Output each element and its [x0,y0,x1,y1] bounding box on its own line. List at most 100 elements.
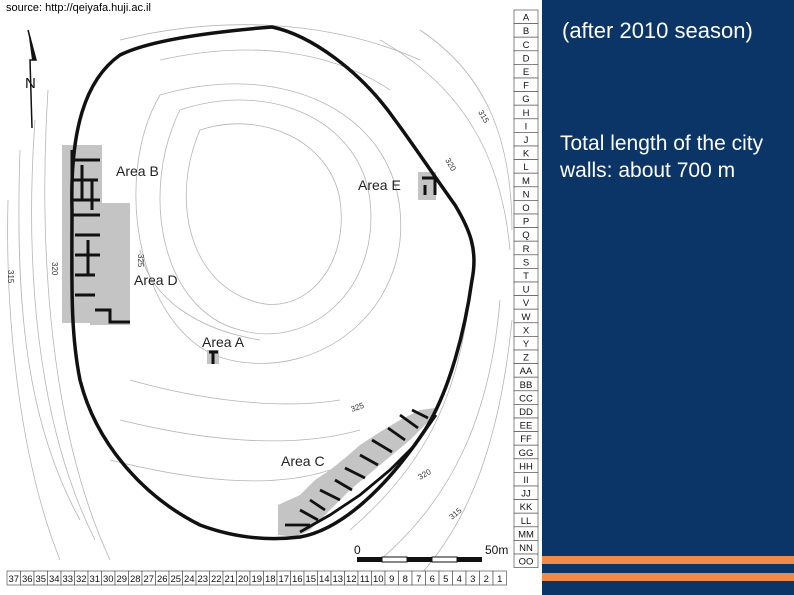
grid-number-label: 17 [278,574,289,585]
grid-letter-label: HH [519,461,533,472]
grid-letter-label: D [523,53,530,64]
area-d-label: Area D [134,272,178,288]
grid-letter-label: W [522,312,531,323]
grid-number-label: 19 [251,574,262,585]
contour-elevation-label: 325 [136,254,145,268]
grid-number-label: 12 [346,574,357,585]
source-credit: source: http://qeiyafa.huji.ac.il [6,2,151,14]
grid-letter-label: P [523,217,529,228]
grid-letter-label: L [523,162,528,173]
grid-number-label: 18 [265,574,276,585]
grid-letter-label: A [523,13,530,24]
grid-letter-label: O [522,203,529,214]
grid-letter-label: LL [521,516,532,527]
contour-elevation-label: 315 [448,506,464,522]
wall-length-note: Total length of the city walls: about 70… [560,132,764,182]
grid-letter-label: F [523,81,529,92]
grid-number-label: 7 [416,574,421,585]
grid-number-row: 37 36 35 34 33 32 31 30 29 28 27 26 25 24 23 22 21 20 19 18… [6,570,507,586]
grid-letter-label: Q [522,230,529,241]
contour-elevation-label: 315 [476,109,491,126]
contour-lines [7,24,513,576]
grid-letter-label: V [523,298,530,309]
grid-letter-label: AA [520,366,533,377]
grid-letter-label: I [525,121,528,132]
contour-elevation-label: 320 [417,467,434,482]
city-wall [70,25,476,541]
contour-elevation-label: 315 [6,270,15,284]
season-caption: (after 2010 season) [562,18,753,43]
grid-number-label: 6 [430,574,435,585]
grid-number-label: 24 [184,574,195,585]
grid-number-label: 13 [332,574,343,585]
grid-number-label: 27 [143,574,154,585]
grid-letter-label: BB [520,380,533,391]
contour-elevation-label: 320 [443,157,458,174]
grid-letter-label: OO [519,557,534,568]
grid-number-label: 22 [211,574,222,585]
grid-letter-label: JJ [521,489,531,500]
north-arrow-icon [27,29,37,129]
grid-letter-label: R [523,244,530,255]
grid-number-label: 8 [403,574,408,585]
scale-end: 50m [485,543,508,557]
accent-stripe-bottom [542,573,794,581]
scale-start: 0 [354,543,361,557]
grid-number-label: 20 [238,574,249,585]
area-e-label: Area E [358,177,401,193]
grid-letter-label: KK [520,502,533,513]
grid-letter-label: DD [519,407,533,418]
grid-number-label: 31 [89,574,100,585]
grid-number-label: 32 [76,574,87,585]
grid-letter-label: J [524,135,529,146]
grid-letter-label: S [523,257,529,268]
grid-letter-cell [513,553,539,568]
grid-number-label: 1 [497,574,502,585]
grid-number-label: 35 [35,574,46,585]
grid-number-label: 2 [484,574,489,585]
area-b-label: Area B [116,163,159,179]
grid-number-label: 9 [389,574,394,585]
grid-number-label: 14 [319,574,330,585]
grid-letter-label: Y [523,339,530,350]
grid-letter-label: H [523,108,530,119]
grid-number-label: 10 [373,574,384,585]
site-map: N Area B Area E Area D Area A Area C 315… [6,2,539,586]
grid-letter-label: X [523,325,530,336]
area-c-label: Area C [281,453,325,469]
grid-letter-label: GG [519,448,534,459]
grid-number-label: 30 [103,574,114,585]
grid-letter-label: NN [519,543,533,554]
grid-number-label: 3 [470,574,475,585]
grid-number-label: 36 [22,574,33,585]
scale-bar: 0 50m [354,543,508,563]
grid-letter-label: N [523,189,530,200]
site-plan: N Area B Area E Area D Area A Area C 315… [6,9,539,586]
grid-letter-label: MM [518,529,534,540]
grid-number-label: 15 [305,574,316,585]
contour-elevation-label: 320 [50,262,59,276]
grid-number-label: 4 [457,574,462,585]
grid-letter-label: T [523,271,529,282]
grid-number-label: 25 [170,574,181,585]
grid-number-label: 26 [157,574,168,585]
grid-number-label: 34 [49,574,60,585]
grid-number-label: 28 [130,574,141,585]
grid-letter-label: C [523,40,530,51]
grid-letter-label: CC [519,393,533,404]
accent-stripe-top [542,556,794,564]
grid-number-label: 21 [224,574,235,585]
info-panel: (after 2010 season) Total length of the … [542,0,794,595]
grid-letter-label: Z [523,353,529,364]
grid-letter-label: U [523,285,530,296]
grid-letter-label: II [523,475,528,486]
grid-number-cell [492,570,507,586]
grid-number-label: 16 [292,574,303,585]
grid-number-label: 33 [62,574,73,585]
grid-number-label: 11 [360,574,370,585]
grid-letter-label: EE [520,421,533,432]
grid-number-label: 23 [197,574,208,585]
grid-number-label: 37 [8,574,19,585]
area-a-label: Area A [202,334,245,350]
